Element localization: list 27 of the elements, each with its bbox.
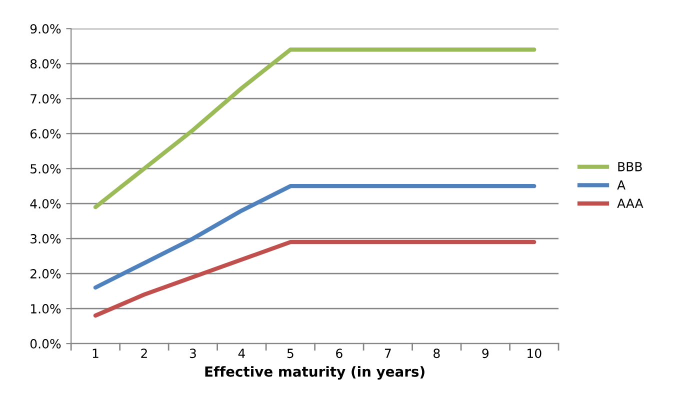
y-tick-label: 3.0% <box>30 234 61 244</box>
x-tick-label: 3 <box>190 348 196 358</box>
line-series <box>93 240 536 318</box>
x-tick-label: 4 <box>238 348 245 358</box>
y-tick-label: 2.0% <box>30 269 61 278</box>
y-tick-label: 9.0% <box>30 24 61 34</box>
x-tick-label: 2 <box>141 348 147 358</box>
line-series <box>93 184 536 290</box>
y-tick-label: 5.0% <box>30 164 61 174</box>
legend-label: BBB <box>618 162 642 172</box>
x-tick-label: 6 <box>336 348 342 358</box>
line-series <box>93 48 536 210</box>
y-tick-label: 7.0% <box>30 94 61 104</box>
y-tick-label: 0.0% <box>30 339 61 348</box>
x-tick-label: 9 <box>482 348 489 358</box>
x-axis-title: Effective maturity (in years) <box>205 366 424 380</box>
y-tick-label: 4.0% <box>30 199 61 209</box>
x-tick-label: 1 <box>92 348 98 358</box>
y-tick-label: 8.0% <box>30 59 61 69</box>
x-tick-label: 5 <box>287 348 294 358</box>
y-tick-label: 1.0% <box>30 304 61 314</box>
legend-label: A <box>617 180 626 190</box>
x-tick-label: 8 <box>434 348 440 358</box>
x-tick-label: 10 <box>528 348 542 358</box>
x-tick-label: 7 <box>384 348 391 358</box>
y-tick-label: 6.0% <box>30 129 61 139</box>
legend-label: AAA <box>617 198 644 208</box>
